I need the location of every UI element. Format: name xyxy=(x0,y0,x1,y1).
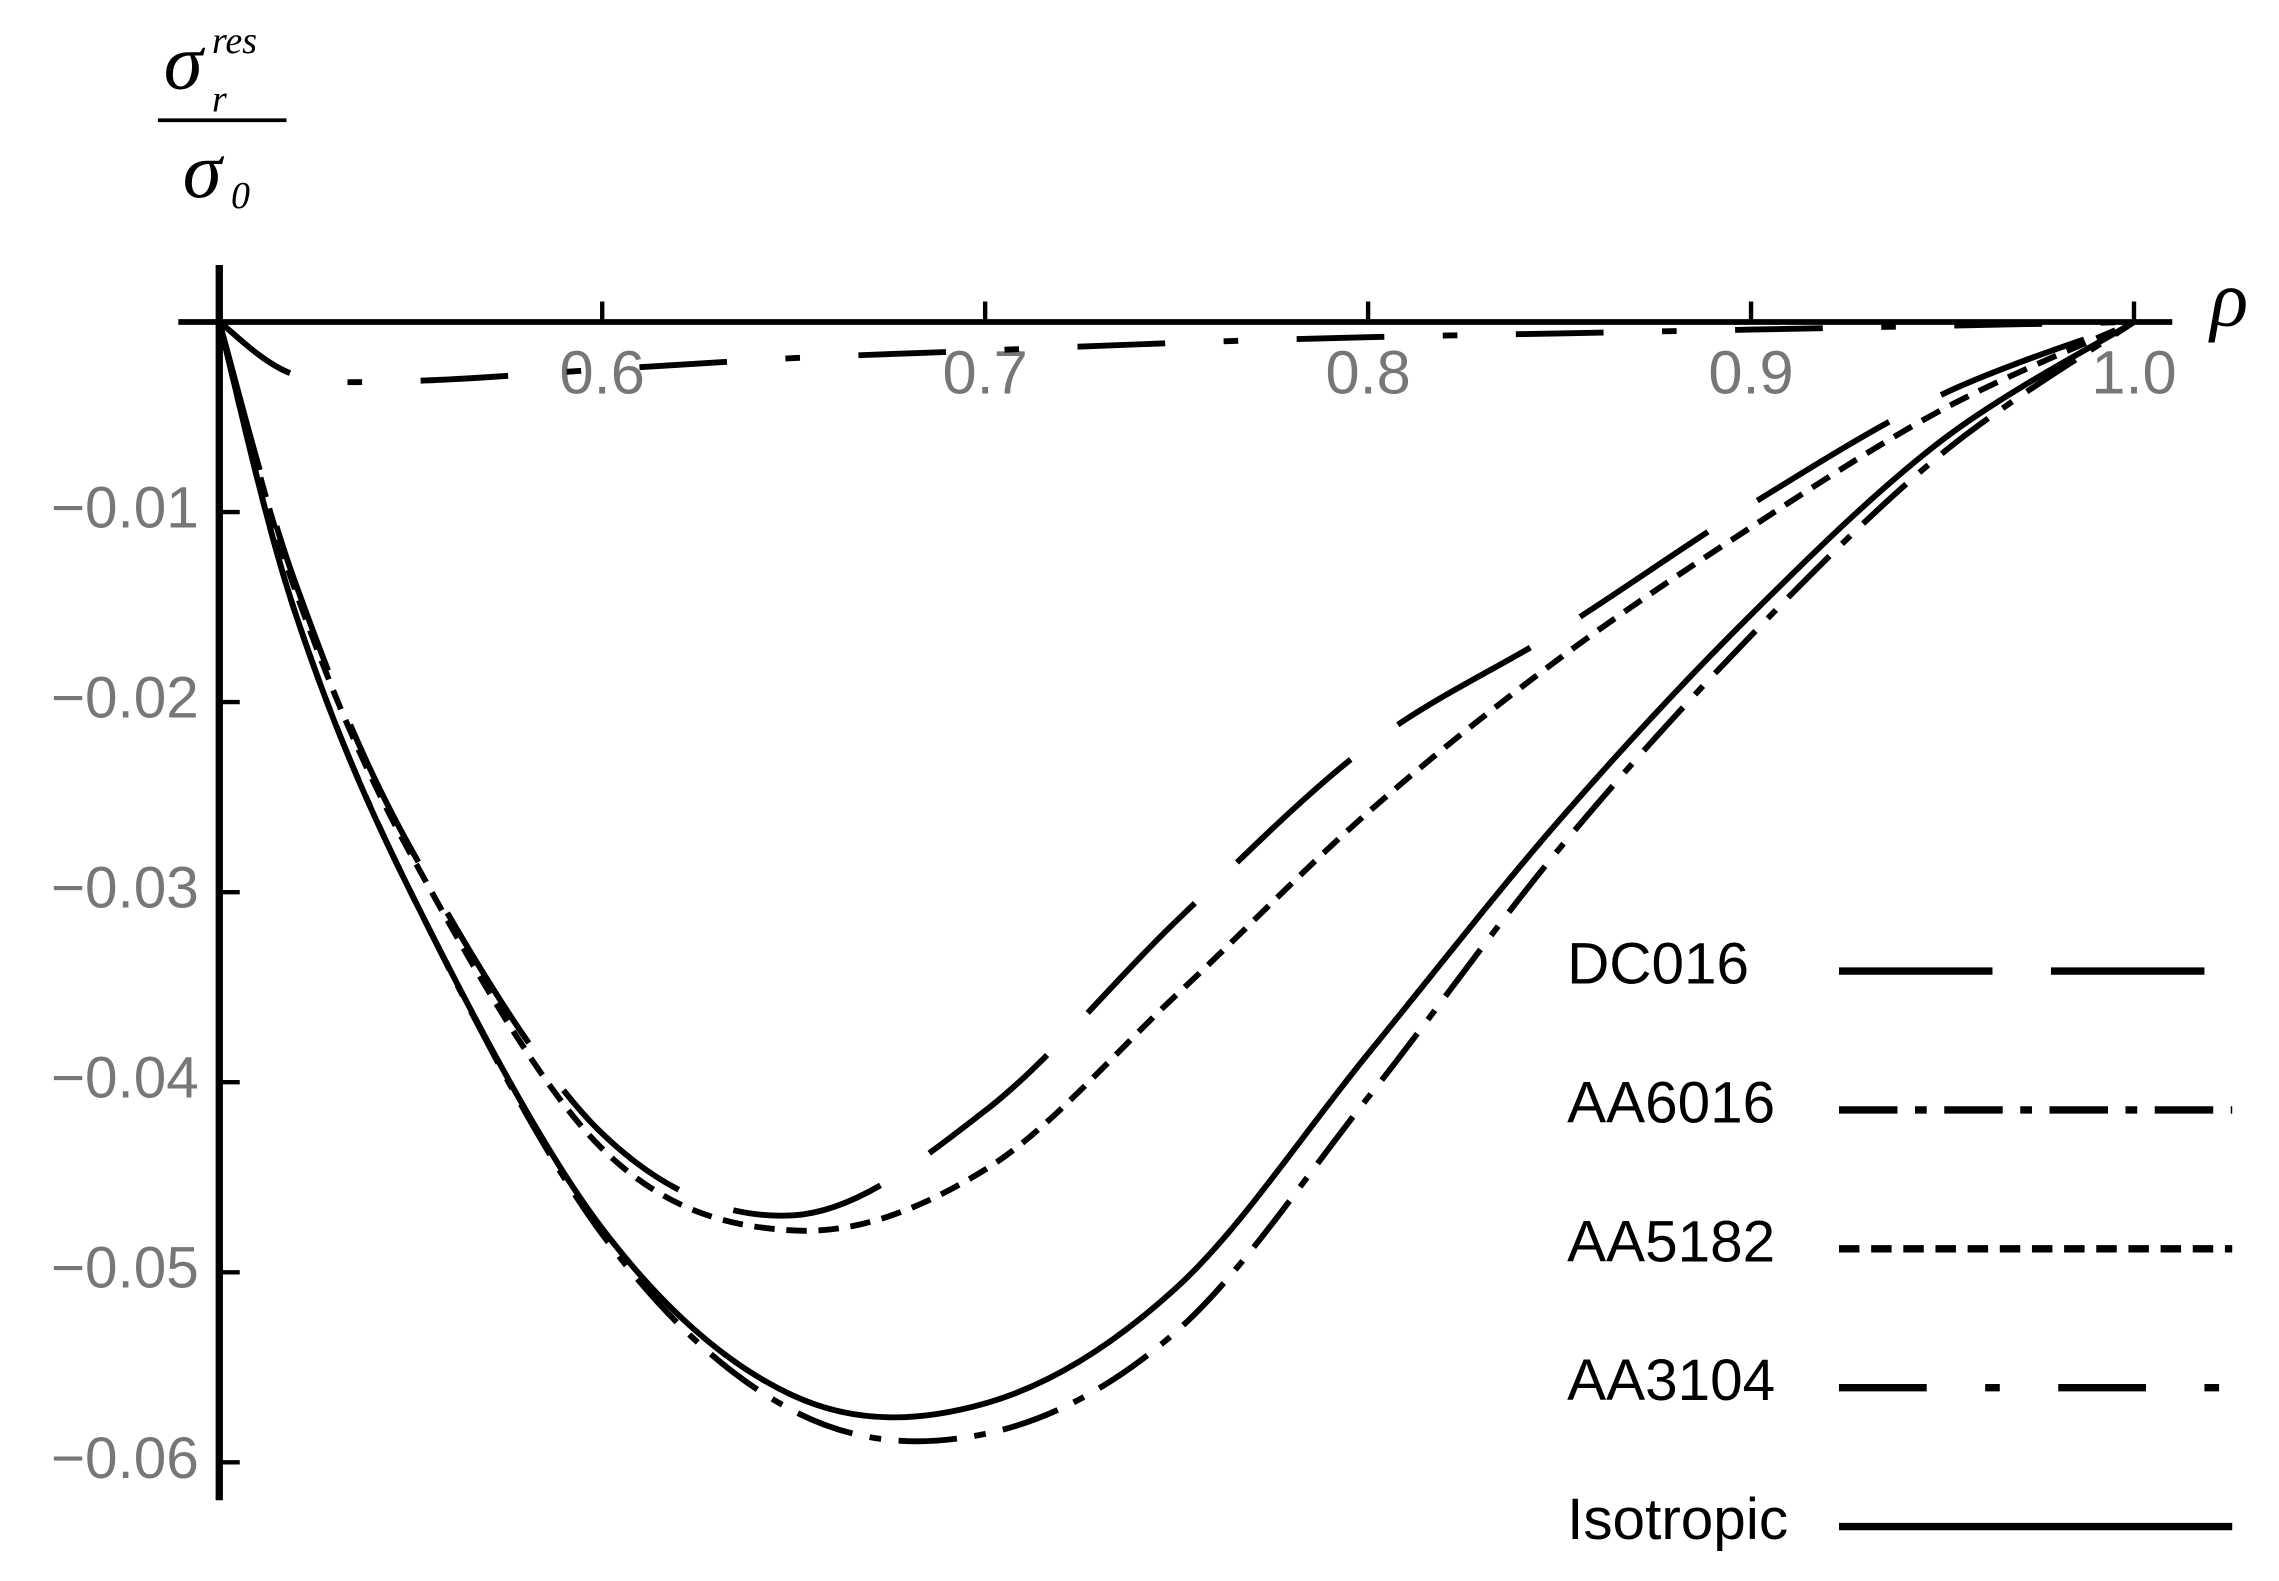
y-label-denominator: σ xyxy=(183,128,225,215)
legend-label: AA5182 xyxy=(1567,1209,1775,1274)
x-tick-label: 1.0 xyxy=(2091,339,2176,408)
y-label-sub: r xyxy=(212,78,227,120)
series-line xyxy=(216,319,2136,1445)
x-tick-label: 0.8 xyxy=(1325,339,1410,408)
y-label-sup: res xyxy=(212,20,257,62)
legend-label: AA3104 xyxy=(1567,1348,1775,1413)
y-label-numerator: σ xyxy=(164,20,206,107)
y-tick-label: −0.04 xyxy=(51,1046,199,1111)
y-label-denominator-sub: 0 xyxy=(231,175,250,217)
y-tick-label: −0.06 xyxy=(51,1426,199,1491)
y-tick-label: −0.01 xyxy=(51,476,199,541)
x-axis-label: ρ xyxy=(2208,256,2248,343)
x-tick-label: 0.9 xyxy=(1708,339,1793,408)
series-line xyxy=(216,319,2136,1421)
y-tick-label: −0.05 xyxy=(51,1236,199,1301)
legend-label: Isotropic xyxy=(1567,1487,1788,1552)
series-line xyxy=(216,319,2136,1234)
y-tick-label: −0.03 xyxy=(51,856,199,921)
legend-label: DC016 xyxy=(1567,932,1749,997)
series-line xyxy=(217,319,2135,386)
y-tick-label: −0.02 xyxy=(51,666,199,731)
y-axis-label: σ r res σ 0 xyxy=(157,20,287,217)
legend-label: AA6016 xyxy=(1567,1070,1775,1135)
